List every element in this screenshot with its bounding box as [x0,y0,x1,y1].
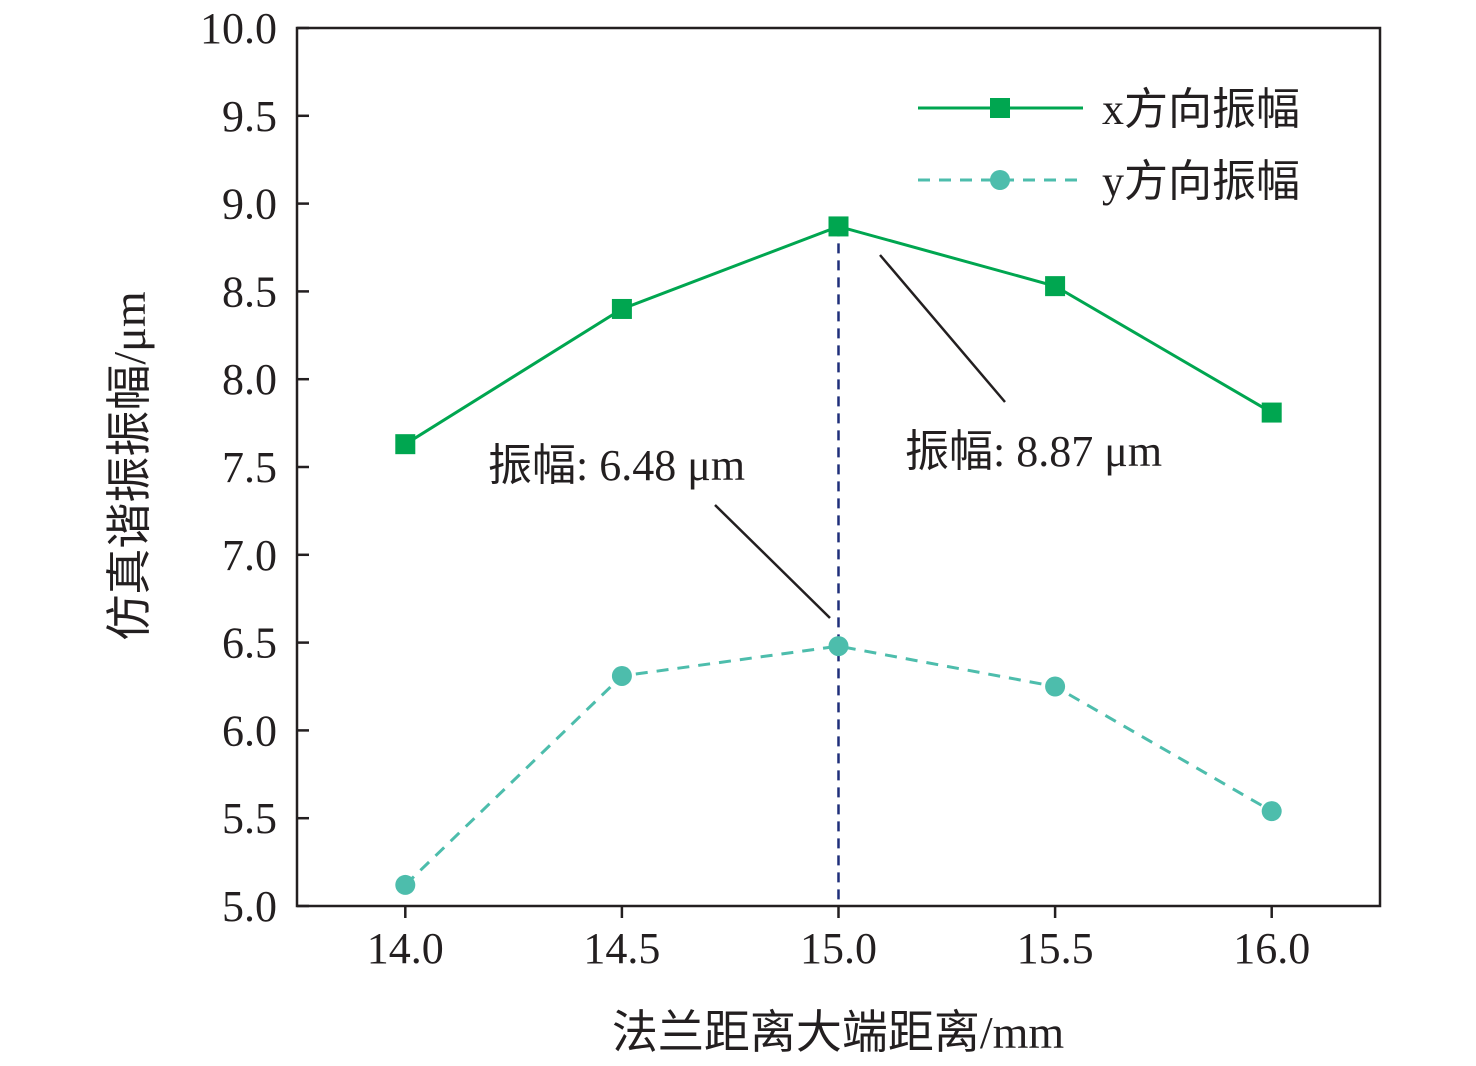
legend-label-x: x方向振幅 [1102,85,1300,134]
data-point-y [828,636,849,657]
legend-label-y: y方向振幅 [1102,157,1300,206]
legend: x方向振幅 y方向振幅 [918,85,1300,206]
x-axis-ticks: 14.0 14.5 15.0 15.5 16.0 [367,906,1310,973]
x-tick-label: 16.0 [1233,924,1310,973]
y-tick-label: 9.0 [222,180,277,229]
y-tick-label: 5.0 [222,882,277,931]
x-tick-label: 14.0 [367,924,444,973]
annotation-leader-x [879,254,1006,403]
legend-entry-x: x方向振幅 [918,85,1300,134]
data-point-y [395,874,416,895]
annotation-leader-y [714,504,831,619]
x-tick-label: 15.5 [1017,924,1094,973]
series-layer [395,216,1282,895]
legend-marker-y [990,170,1010,190]
data-point-x [395,434,416,455]
data-point-x [1045,276,1066,297]
data-point-y [611,665,632,686]
legend-marker-x [990,98,1010,118]
data-point-y [1261,801,1282,822]
x-axis-title: 法兰距离大端距离/mm [612,1007,1065,1058]
y-tick-label: 10.0 [200,4,277,53]
y-tick-label: 6.0 [222,706,277,755]
data-point-y [1045,676,1066,697]
series-line-y [404,644,1273,887]
x-tick-label: 15.0 [800,924,877,973]
y-tick-label: 6.5 [222,619,277,668]
data-point-x [828,216,849,237]
y-tick-label: 7.5 [222,443,277,492]
data-point-x [1261,402,1282,423]
y-tick-label: 9.5 [222,92,277,141]
x-tick-label: 14.5 [583,924,660,973]
annotation-x-peak: 振幅: 8.87 μm [905,427,1162,476]
y-axis-ticks: 5.0 5.5 6.0 6.5 7.0 7.5 8.0 8.5 9.0 9.5 10.0 [200,4,309,931]
data-point-x [611,298,632,319]
y-axis-title: 仿真谐振振幅/μm [104,291,155,640]
y-tick-label: 5.5 [222,794,277,843]
y-tick-label: 8.5 [222,267,277,316]
legend-entry-y: y方向振幅 [918,157,1300,206]
y-tick-label: 8.0 [222,355,277,404]
y-tick-label: 7.0 [222,531,277,580]
annotation-y-peak: 振幅: 6.48 μm [488,441,745,490]
